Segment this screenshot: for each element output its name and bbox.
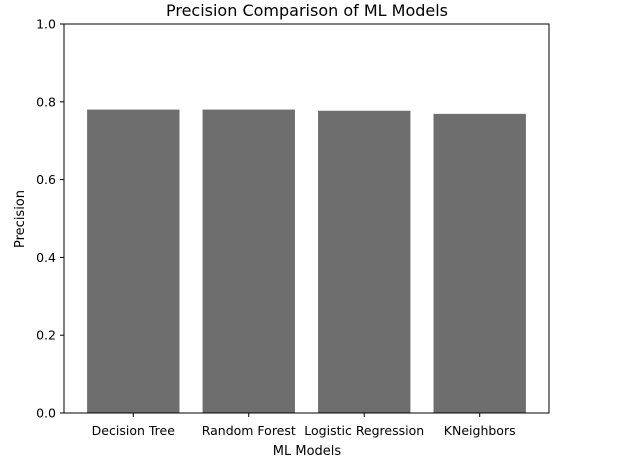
x-axis: Decision Tree Random Forest Logistic Regre… [92, 413, 516, 438]
x-tick-label: Logistic Regression [304, 423, 424, 438]
y-tick-label: 0.8 [36, 94, 56, 109]
y-tick-label: 0.4 [36, 250, 56, 265]
y-axis: 0.0 0.2 0.4 0.6 0.8 1.0 [36, 17, 64, 421]
bar-logistic-regression [318, 110, 411, 413]
plot-frame [63, 23, 550, 414]
bars-group [87, 109, 526, 414]
y-tick-label: 0.0 [36, 406, 56, 421]
y-axis-label: Precision [13, 190, 28, 248]
y-tick-label: 0.6 [36, 172, 56, 187]
y-tick-label: 0.2 [36, 328, 56, 343]
x-tick-label: KNeighbors [444, 423, 516, 438]
x-axis-label: ML Models [273, 444, 342, 459]
bar-decision-tree [87, 109, 180, 413]
bar-random-forest [202, 109, 295, 413]
chart-title: Precision Comparison of ML Models [166, 1, 448, 20]
x-tick-label: Decision Tree [92, 423, 176, 438]
bar-kneighbors [433, 113, 526, 414]
x-tick-label: Random Forest [202, 423, 296, 438]
y-tick-label: 1.0 [36, 17, 56, 32]
